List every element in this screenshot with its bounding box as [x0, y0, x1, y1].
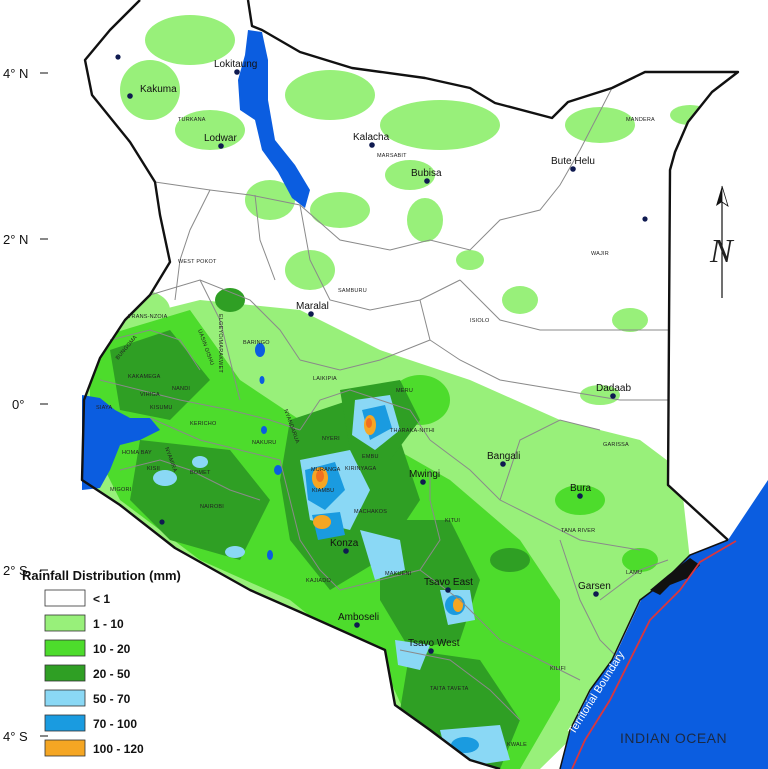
legend-label: 20 - 50: [93, 667, 131, 681]
county-migori: MIGORI: [110, 487, 132, 493]
town-dadaab: Dadaab: [596, 383, 631, 394]
town-markers: [115, 54, 648, 654]
county-nyeri: NYERI: [322, 436, 340, 442]
county-tharaka-nithi: THARAKA-NITHI: [390, 428, 435, 434]
north-arrow-label: N: [709, 233, 735, 270]
county-kericho: KERICHO: [190, 421, 217, 427]
county-wajir: WAJIR: [591, 251, 609, 257]
lake-turkana: [238, 30, 310, 208]
legend-label: < 1: [93, 592, 110, 606]
town-lodwar: Lodwar: [204, 133, 237, 144]
kenya-border: [246, 0, 740, 541]
legend-swatch: [44, 639, 86, 657]
county-nairobi: NAIROBI: [200, 504, 224, 510]
rainfall-fields: [82, 15, 710, 769]
town-kalacha: Kalacha: [353, 132, 390, 143]
county-kisii: KISII: [147, 466, 160, 472]
county-samburu: SAMBURU: [338, 288, 367, 294]
county-boundaries: [99, 87, 669, 721]
north-arrow: N: [709, 185, 735, 298]
town-bura: Bura: [570, 483, 592, 494]
county-kisumu: KISUMU: [150, 405, 173, 411]
county-siaya: SIAYA: [96, 405, 113, 411]
lake-naivasha: [274, 465, 282, 475]
indian-ocean: [555, 480, 768, 769]
ocean-label: INDIAN OCEAN: [620, 730, 727, 746]
county-kajiado: KAJIADO: [306, 578, 331, 584]
lamu-islands: [650, 558, 700, 595]
coastline: [559, 539, 729, 769]
county-nakuru: NAKURU: [252, 440, 276, 446]
lake-magadi: [267, 550, 273, 560]
town-bubisa: Bubisa: [411, 168, 442, 179]
county-marsabit: MARSABIT: [377, 153, 407, 159]
legend-label: 100 - 120: [93, 742, 144, 756]
county-meru: MERU: [396, 388, 413, 394]
legend-label: 1 - 10: [93, 617, 124, 631]
legend-swatch: [44, 739, 86, 757]
county-mandera: MANDERA: [626, 117, 655, 123]
county-kilifi: KILIFI: [550, 666, 566, 672]
lake-bogoria: [259, 376, 265, 384]
county-machakos: MACHAKOS: [354, 509, 387, 515]
county-kakamega: KAKAMEGA: [128, 374, 161, 380]
county-baringo: BARINGO: [243, 340, 270, 346]
lake-victoria: [82, 395, 160, 490]
town-kakuma: Kakuma: [140, 84, 177, 95]
legend-title: Rainfall Distribution (mm): [22, 568, 181, 583]
county-bomet: BOMET: [190, 470, 211, 476]
lat-label-2n: 2° N: [3, 232, 28, 247]
county-laikipia: LAIKIPIA: [313, 376, 337, 382]
county-kwale: KWALE: [507, 742, 527, 748]
county-homa-bay: HOMA BAY: [122, 450, 152, 456]
latitude-axis: [40, 72, 48, 737]
county-garissa: GARISSA: [603, 442, 629, 448]
kenya-border-west: [80, 0, 501, 769]
county-kitui: KITUI: [445, 518, 460, 524]
lake-baringo: [255, 343, 265, 357]
county-isiolo: ISIOLO: [470, 318, 490, 324]
county-turkana: TURKANA: [178, 117, 206, 123]
county-embu: EMBU: [362, 454, 379, 460]
town-amboseli: Amboseli: [338, 612, 379, 623]
lat-label-0: 0°: [12, 397, 24, 412]
lake-nakuru: [261, 426, 267, 434]
legend-swatch: [44, 714, 86, 732]
county-trans-nzoia: TRANS-NZOIA: [128, 314, 168, 320]
town-tsavo-east: Tsavo East: [424, 577, 473, 588]
county-kirinyaga: KIRINYAGA: [345, 466, 376, 472]
legend: Rainfall Distribution (mm) < 1 1 - 10 10 -…: [22, 568, 181, 757]
county-makueni: MAKUENI: [385, 571, 412, 577]
legend-label: 70 - 100: [93, 717, 137, 731]
county-tana-river: TANA RIVER: [561, 528, 595, 534]
county-kiambu: KIAMBU: [312, 488, 334, 494]
town-tsavo-west: Tsavo West: [408, 638, 460, 649]
county-lamu: LAMU: [626, 570, 642, 576]
town-garsen: Garsen: [578, 581, 611, 592]
county-taita-taveta: TAITA TAVETA: [430, 686, 469, 692]
town-bute-helu: Bute Helu: [551, 156, 595, 167]
legend-swatch: [44, 589, 86, 607]
legend-label: 50 - 70: [93, 692, 131, 706]
legend-swatch: [44, 614, 86, 632]
territorial-boundary-line: [571, 540, 737, 769]
lat-label-2s: 2° S: [3, 563, 28, 578]
county-muranga: MURANGA: [311, 467, 341, 473]
county-west-pokot: WEST POKOT: [178, 259, 217, 265]
lat-label-4s: 4° S: [3, 729, 28, 744]
legend-swatch: [44, 664, 86, 682]
county-vihiga: VIHIGA: [140, 392, 160, 398]
county-nandi: NANDI: [172, 386, 190, 392]
town-maralal: Maralal: [296, 301, 329, 312]
town-bangali: Bangali: [487, 451, 520, 462]
county-elgeyo-marakwet: ELGEYO/MARAKWET: [217, 314, 223, 373]
town-lokitaung: Lokitaung: [214, 59, 257, 70]
lat-label-4n: 4° N: [3, 66, 28, 81]
town-mwingi: Mwingi: [409, 469, 440, 480]
town-konza: Konza: [330, 538, 359, 549]
legend-swatch: [44, 689, 86, 707]
legend-label: 10 - 20: [93, 642, 131, 656]
